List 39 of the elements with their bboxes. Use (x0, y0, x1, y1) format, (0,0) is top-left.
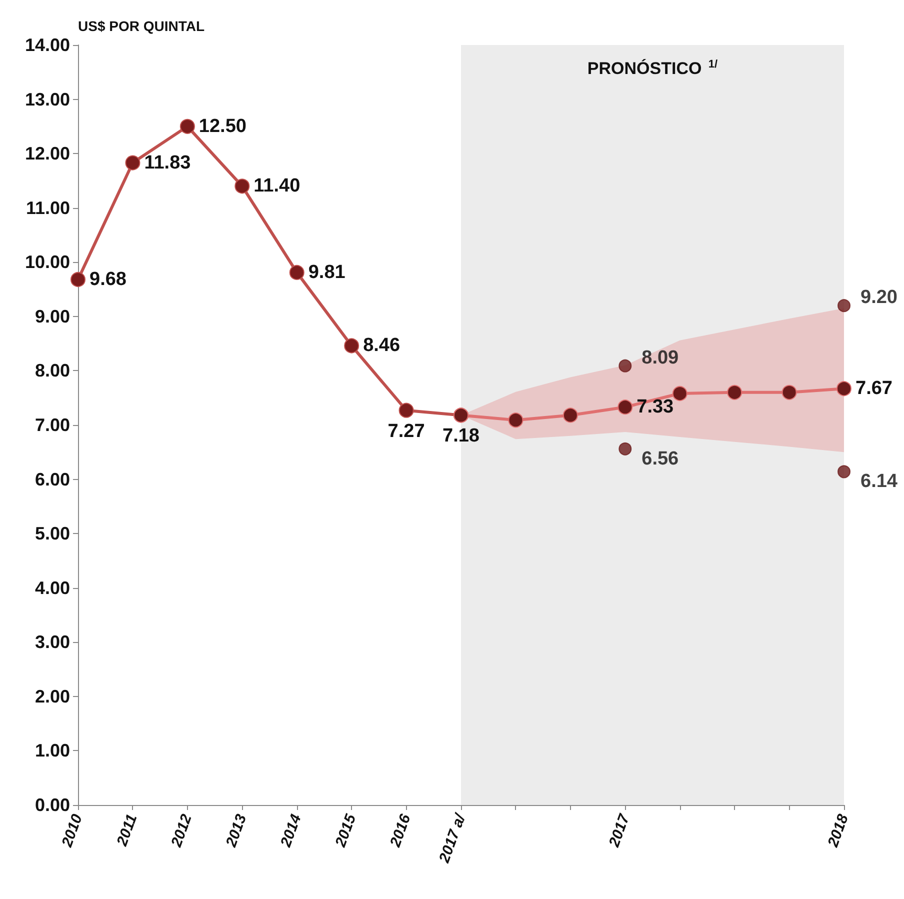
x-tick-label: 2016 (386, 811, 414, 850)
y-tick-label: 7.00 (34, 415, 70, 435)
y-tick-label: 14.00 (24, 35, 70, 55)
band-label: PRONÓSTICO 1/ (587, 58, 718, 78)
y-tick-label: 3.00 (34, 632, 70, 652)
y-tick-label: 5.00 (34, 524, 70, 544)
y-tick-label: 4.00 (34, 578, 70, 598)
y-tick-label: 12.00 (24, 144, 70, 164)
x-tick-label: 2017 a/ (436, 810, 470, 866)
y-tick-label: 1.00 (34, 740, 70, 761)
data-label: 9.68 (90, 269, 126, 290)
x-tick-label: 2013 (222, 811, 250, 850)
data-label: 9.20 (860, 287, 898, 308)
y-axis-title: US$ POR QUINTAL (78, 18, 205, 34)
x-tick-label: 2011 (113, 812, 141, 850)
data-label: 7.33 (636, 396, 674, 418)
y-tick-label: 11.00 (26, 198, 70, 218)
x-tick-label: 2015 (332, 811, 360, 850)
y-tick-label: 8.00 (34, 360, 70, 381)
data-label: 11.83 (144, 152, 191, 174)
data-label: 7.67 (856, 378, 892, 400)
y-tick-label: 10.00 (24, 252, 70, 272)
y-tick-label: 6.00 (34, 469, 70, 490)
data-label: 7.18 (442, 426, 480, 447)
y-tick-label: 9.00 (34, 306, 70, 326)
data-label: 11.40 (254, 176, 300, 197)
data-label: 12.50 (198, 116, 246, 137)
data-label: 9.81 (308, 262, 346, 283)
y-tick-label: 13.00 (24, 89, 70, 110)
data-label: 7.27 (388, 420, 425, 442)
x-tick-label: 2014 (277, 811, 306, 850)
x-tick-label: 2018 (824, 811, 852, 850)
x-tick-label: 2012 (168, 811, 196, 850)
data-label: 8.09 (642, 347, 679, 368)
x-tick-label: 2017 (605, 811, 634, 850)
data-label: 8.46 (363, 335, 400, 356)
data-label: 6.14 (860, 471, 898, 492)
data-label: 6.56 (642, 448, 679, 470)
y-tick-label: 2.00 (34, 686, 70, 706)
